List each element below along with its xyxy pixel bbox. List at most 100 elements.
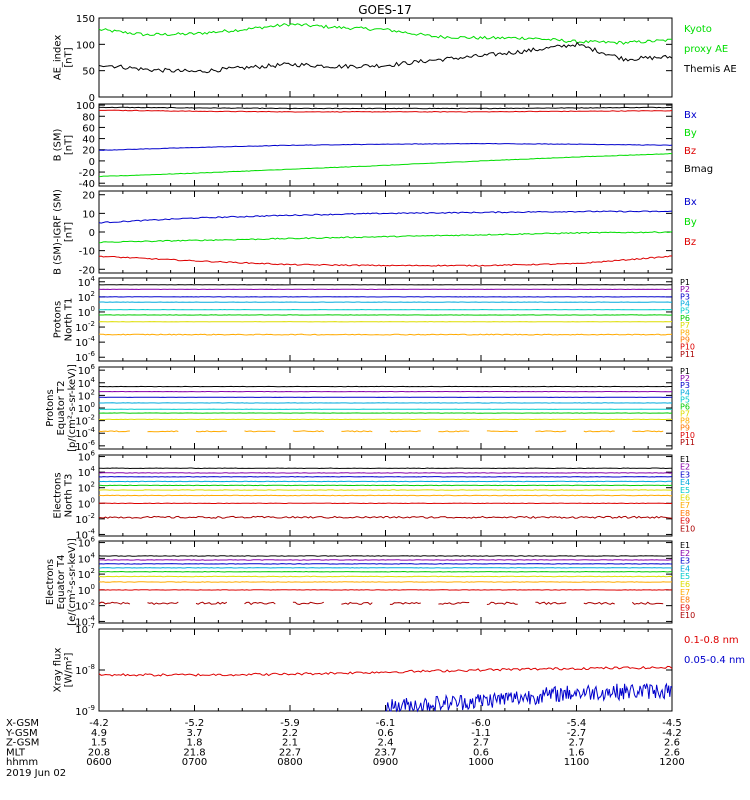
legend-entry: P11 xyxy=(680,350,695,359)
y-tick-label: 20 xyxy=(82,146,95,157)
footer-value: 2.1 xyxy=(282,738,298,749)
series-xray-0-05-0-4-nm xyxy=(385,682,673,713)
y-tick-label: 10-2 xyxy=(75,512,95,526)
footer-value: 3.7 xyxy=(187,728,203,739)
y-tick-label: 10-6 xyxy=(75,439,95,453)
footer-date: 2019 Jun 02 xyxy=(6,768,66,779)
y-tick-label: 0 xyxy=(89,157,95,168)
series-ee-e3 xyxy=(98,563,673,565)
series-pn-p8 xyxy=(98,333,673,336)
legend-entry: P10 xyxy=(680,431,695,440)
y-axis-label: [nT] xyxy=(64,47,75,67)
y-tick-label: 80 xyxy=(82,112,95,123)
figure-title: GOES-17 xyxy=(358,3,412,17)
legend-entry: E10 xyxy=(680,524,695,533)
footer-value: 0.6 xyxy=(378,728,394,739)
series-ee-e6 xyxy=(98,575,673,578)
legend-entry: P4 xyxy=(680,300,690,309)
legend-entry: P5 xyxy=(680,395,690,404)
y-tick-label: -10 xyxy=(79,247,95,258)
legend-entry: P2 xyxy=(680,285,690,294)
legend-entry: Bz xyxy=(684,237,696,248)
legend-entry: E2 xyxy=(680,549,690,558)
panel-frame-xray xyxy=(98,628,673,712)
legend-entry: P7 xyxy=(680,321,690,330)
y-tick-label: 10-6 xyxy=(75,350,95,364)
legend-entry: P3 xyxy=(680,381,690,390)
y-axis-label: Protons xyxy=(53,301,64,338)
footer-value: 0900 xyxy=(373,757,398,768)
panel-frame-ae xyxy=(98,17,673,98)
legend-entry: P4 xyxy=(680,388,690,397)
footer-value: 0800 xyxy=(277,757,302,768)
series-bigrf-bx xyxy=(98,210,673,224)
footer-value: 4.9 xyxy=(91,728,107,739)
y-tick-label: 100 xyxy=(78,496,95,510)
footer-row-label: Z-GSM xyxy=(6,738,39,749)
y-tick-label: 104 xyxy=(78,275,96,289)
y-tick-label: 10 xyxy=(82,209,95,220)
y-tick-label: 10-7 xyxy=(75,622,95,636)
legend-entry: E9 xyxy=(680,517,690,526)
y-axis-label: [p/(cm²-s-sr-keV)] xyxy=(67,364,78,452)
y-tick-label: 50 xyxy=(82,67,95,78)
y-axis-label: AE_index xyxy=(53,35,64,81)
y-axis-label: B (SM) xyxy=(53,128,64,161)
y-tick-label: 10-2 xyxy=(75,599,95,613)
series-bigrf-by xyxy=(98,231,673,244)
y-axis-label: Electrons xyxy=(53,472,64,518)
legend-entry: P5 xyxy=(680,307,690,316)
legend-entry: Themis AE xyxy=(683,64,737,75)
series-ee-e5 xyxy=(98,570,673,573)
legend-entry: By xyxy=(684,128,697,139)
panel-bigrf: -20 -10 0 10 20 B (SM)-IGRF (SM) [nT] Bx By Bz xyxy=(53,189,697,276)
footer-value: 0600 xyxy=(86,757,111,768)
legend-entry: E3 xyxy=(680,470,690,479)
y-axis-label: [W/m²] xyxy=(64,652,75,687)
footer-value: 2.6 xyxy=(664,738,680,749)
y-tick-label: 60 xyxy=(82,123,95,134)
footer-value: 2.4 xyxy=(378,738,394,749)
panel-frame-pn xyxy=(98,277,673,362)
legend-entry: E9 xyxy=(680,603,690,612)
legend-entry: P1 xyxy=(680,367,690,376)
series-en-e9 xyxy=(98,515,673,519)
footer-value: -4.5 xyxy=(662,718,682,729)
legend-entry: E8 xyxy=(680,509,690,518)
footer-value: -2.7 xyxy=(567,728,587,739)
legend-entry: P11 xyxy=(680,438,695,447)
legend-entry: E1 xyxy=(680,455,690,464)
legend-entry: E4 xyxy=(680,478,690,487)
footer-value: 1200 xyxy=(659,757,684,768)
series-en-e4 xyxy=(98,480,672,483)
y-axis-label: North T3 xyxy=(64,474,75,518)
legend-entry: E6 xyxy=(680,580,690,589)
y-tick-label: -20 xyxy=(79,265,95,276)
legend-entry: P9 xyxy=(680,335,690,344)
legend-entry: 0.05-0.4 nm xyxy=(684,655,745,666)
y-tick-label: 102 xyxy=(78,481,95,495)
y-tick-label: 106 xyxy=(78,450,96,464)
ephemeris-footer: X-GSM -4.2 -5.2 -5.9 -6.1 -6.0 -5.4 -4.5 Y-GSM 4.… xyxy=(5,718,685,779)
footer-value: 2.2 xyxy=(282,728,298,739)
y-tick-label: 10-8 xyxy=(75,663,95,677)
footer-value: -6.1 xyxy=(376,718,396,729)
series-ee-e2 xyxy=(99,559,673,561)
series-pe-p8 xyxy=(98,430,664,433)
series-en-e1 xyxy=(99,467,673,470)
series-en-e5 xyxy=(98,484,673,487)
footer-value: 2.6 xyxy=(664,747,680,758)
y-tick-label: 10-4 xyxy=(75,614,95,628)
series-ee-e9 xyxy=(98,601,664,606)
footer-value: -5.4 xyxy=(567,718,587,729)
footer-value: 1.5 xyxy=(91,738,107,749)
legend-entry: E5 xyxy=(680,486,690,495)
legend-entry: P8 xyxy=(680,328,690,337)
y-axis-label: [nT] xyxy=(64,135,75,155)
footer-row-label: hhmm xyxy=(6,757,38,768)
footer-value: 1.8 xyxy=(187,738,203,749)
series-bsm-by xyxy=(98,152,673,178)
y-tick-label: 106 xyxy=(78,363,96,377)
